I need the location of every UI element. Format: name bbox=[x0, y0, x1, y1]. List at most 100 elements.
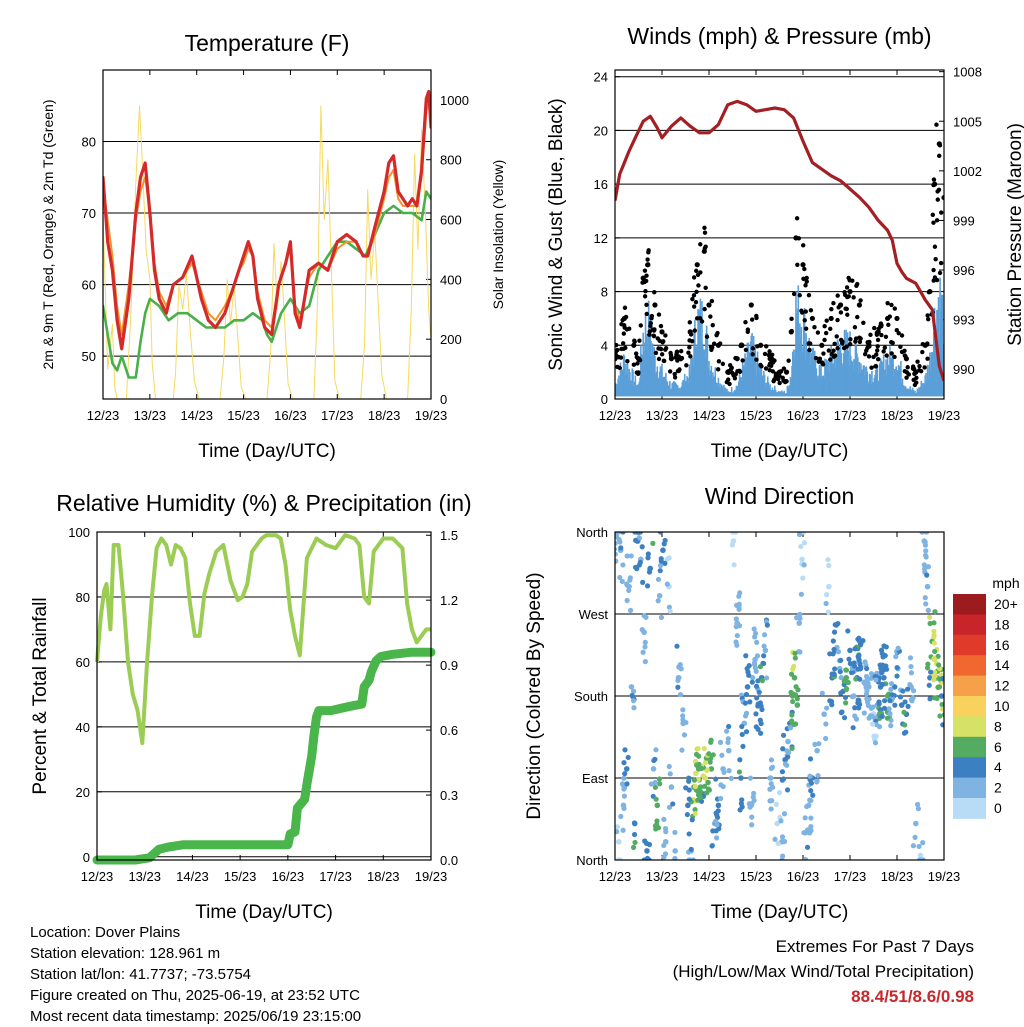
y2-tick-label: 200 bbox=[440, 332, 462, 347]
direction-point bbox=[648, 781, 654, 787]
gust-point bbox=[659, 352, 665, 357]
gust-point bbox=[631, 342, 637, 348]
gust-point bbox=[803, 326, 809, 331]
x-tick-label: 13/23 bbox=[134, 408, 167, 423]
station-latlon: Station lat/lon: 41.7737; -73.5754 bbox=[30, 966, 252, 983]
direction-point bbox=[688, 846, 694, 852]
direction-point bbox=[830, 638, 836, 644]
gust-point bbox=[732, 376, 738, 381]
direction-point bbox=[661, 842, 667, 849]
gust-point bbox=[791, 291, 797, 297]
gust-point bbox=[828, 315, 834, 322]
panel-1: Winds (mph) & Pressure (mb) 12/23 13/23 14/… bbox=[546, 23, 1024, 462]
direction-point bbox=[647, 566, 653, 572]
direction-point bbox=[753, 683, 760, 689]
gust-point bbox=[636, 370, 641, 375]
direction-point bbox=[663, 829, 669, 835]
direction-point bbox=[759, 706, 765, 713]
direction-point bbox=[881, 705, 888, 711]
direction-point bbox=[831, 629, 838, 635]
direction-point bbox=[725, 747, 732, 754]
direction-point bbox=[639, 544, 645, 550]
gust-point bbox=[846, 294, 851, 299]
plot-frame bbox=[614, 69, 945, 400]
direction-point bbox=[888, 686, 894, 693]
legend-label: 16 bbox=[994, 637, 1010, 653]
gust-point bbox=[922, 365, 927, 370]
direction-point bbox=[808, 788, 814, 794]
gust-point bbox=[819, 360, 825, 365]
gust-point bbox=[882, 345, 888, 350]
direction-point bbox=[857, 676, 863, 682]
direction-point bbox=[715, 808, 721, 814]
y-tick-label: 80 bbox=[76, 590, 90, 605]
direction-point bbox=[743, 710, 750, 716]
gust-point bbox=[822, 324, 827, 329]
gust-point bbox=[649, 313, 655, 319]
direction-point bbox=[852, 646, 858, 652]
direction-point bbox=[619, 781, 626, 787]
direction-point bbox=[681, 732, 688, 738]
series-line-2m-t bbox=[103, 89, 431, 351]
gust-point bbox=[675, 368, 681, 374]
direction-point bbox=[931, 677, 937, 683]
direction-point bbox=[918, 857, 924, 860]
direction-point bbox=[621, 786, 627, 792]
series-group bbox=[615, 532, 944, 860]
gust-point bbox=[819, 342, 825, 348]
gust-point bbox=[625, 358, 630, 364]
y-tick-label: 60 bbox=[76, 655, 90, 670]
station-info: Location: Dover Plains Station elevation… bbox=[30, 922, 361, 1027]
gust-point bbox=[789, 316, 794, 322]
gust-point bbox=[733, 372, 738, 377]
direction-point bbox=[797, 615, 803, 621]
gust-point bbox=[651, 328, 657, 333]
direction-point bbox=[927, 696, 933, 702]
direction-point bbox=[697, 784, 704, 790]
legend-swatch bbox=[953, 777, 986, 799]
direction-point bbox=[749, 679, 755, 685]
gust-point bbox=[883, 334, 889, 340]
direction-point bbox=[932, 648, 938, 655]
gust-point bbox=[931, 182, 936, 188]
gust-point bbox=[691, 304, 697, 309]
direction-point bbox=[657, 781, 663, 787]
gust-point bbox=[777, 380, 782, 386]
direction-point bbox=[701, 745, 707, 752]
gust-point bbox=[693, 299, 699, 305]
gust-point bbox=[875, 344, 880, 349]
gust-point bbox=[710, 322, 715, 328]
direction-point bbox=[784, 787, 791, 793]
gust-point bbox=[934, 218, 940, 223]
direction-point bbox=[886, 706, 892, 712]
gust-point bbox=[931, 267, 936, 273]
gust-point bbox=[904, 375, 909, 380]
direction-point bbox=[645, 555, 651, 561]
direction-point bbox=[927, 614, 933, 620]
direction-point bbox=[835, 649, 842, 655]
direction-point bbox=[903, 729, 909, 735]
gust-point bbox=[750, 352, 755, 357]
gust-point bbox=[804, 279, 809, 284]
legend-swatch bbox=[953, 675, 986, 697]
gust-point bbox=[831, 348, 836, 353]
gust-point bbox=[762, 351, 768, 357]
gust-point bbox=[660, 340, 665, 345]
gust-point bbox=[616, 354, 622, 360]
direction-point bbox=[623, 766, 630, 772]
direction-point bbox=[931, 695, 938, 701]
direction-point bbox=[784, 762, 790, 768]
y2-tick-label: 600 bbox=[440, 213, 462, 228]
direction-point bbox=[786, 749, 792, 755]
direction-point bbox=[615, 824, 621, 830]
direction-point bbox=[680, 717, 686, 723]
gust-point bbox=[935, 189, 940, 194]
gust-point bbox=[855, 281, 860, 287]
gust-point bbox=[904, 370, 910, 375]
gust-point bbox=[615, 364, 620, 370]
y-tick-label: East bbox=[582, 771, 608, 786]
direction-point bbox=[636, 535, 642, 541]
gust-point bbox=[875, 356, 881, 362]
gust-point bbox=[801, 243, 806, 248]
direction-point bbox=[791, 674, 798, 681]
